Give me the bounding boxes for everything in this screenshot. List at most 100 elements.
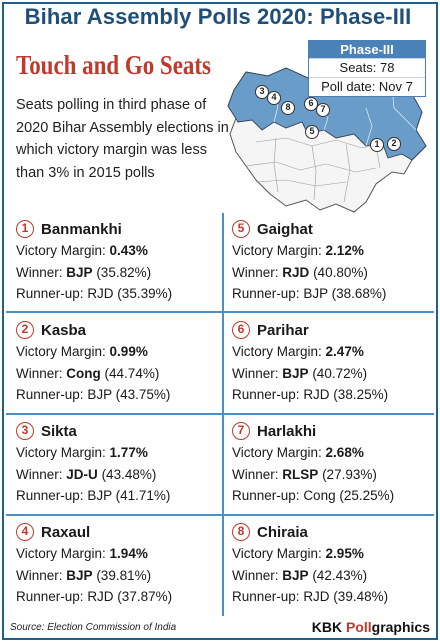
- map-marker-1: 1: [370, 138, 384, 152]
- seat-name: Harlakhi: [257, 422, 317, 440]
- winner-label: Winner:: [16, 466, 63, 482]
- runner-value: BJP (43.75%): [87, 387, 171, 402]
- brand-prefix: KBK: [311, 619, 346, 635]
- margin-label: Victory Margin:: [16, 243, 106, 258]
- margin-label: Victory Margin:: [16, 445, 106, 460]
- brand-logo: KBK Pollgraphics: [312, 619, 430, 635]
- runner-value: BJP (41.71%): [87, 488, 171, 503]
- seat-number: 1: [16, 220, 34, 238]
- winner-pct: (27.93%): [322, 466, 377, 482]
- margin-label: Victory Margin:: [232, 344, 322, 359]
- winner-label: Winner:: [16, 567, 63, 583]
- margin-value: 1.94%: [109, 546, 148, 561]
- winner-pct: (42.43%): [312, 567, 368, 583]
- map-marker-5: 5: [305, 125, 319, 139]
- phase-heading: Phase-III: [309, 41, 425, 58]
- runner-label: Runner-up:: [232, 387, 300, 402]
- winner-party: JD-U: [66, 466, 98, 482]
- seat-card: 2 Kasba Victory Margin: 0.99% Winner: Con…: [16, 319, 230, 406]
- margin-value: 1.77%: [109, 445, 148, 460]
- winner-pct: (43.48%): [101, 466, 157, 482]
- map-marker-7: 7: [316, 103, 330, 117]
- seat-name: Sikta: [41, 422, 77, 440]
- winner-party: BJP: [282, 365, 309, 381]
- winner-label: Winner:: [16, 264, 63, 280]
- phase-info-box: Phase-III Seats: 78 Poll date: Nov 7: [308, 40, 426, 97]
- winner-label: Winner:: [16, 365, 63, 381]
- seat-name: Gaighat: [257, 220, 313, 238]
- seat-card: 7 Harlakhi Victory Margin: 2.68% Winner: …: [232, 420, 440, 507]
- winner-party: BJP: [66, 264, 93, 280]
- runner-value: RJD (38.25%): [303, 387, 389, 402]
- margin-value: 2.47%: [325, 344, 364, 359]
- page-subtitle: Touch and Go Seats: [16, 50, 211, 80]
- seat-name: Chiraia: [257, 523, 308, 541]
- map-district-lines: [245, 137, 387, 203]
- margin-value: 2.95%: [325, 546, 364, 561]
- grid-divider-horizontal: [6, 514, 434, 516]
- grid-divider-horizontal: [6, 413, 434, 415]
- runner-value: Cong (25.25%): [303, 488, 395, 503]
- seat-number: 5: [232, 220, 250, 238]
- winner-label: Winner:: [232, 264, 279, 280]
- margin-value: 2.68%: [325, 445, 364, 460]
- winner-label: Winner:: [232, 466, 279, 482]
- runner-label: Runner-up:: [232, 488, 300, 503]
- winner-label: Winner:: [232, 567, 279, 583]
- margin-value: 0.99%: [109, 344, 148, 359]
- winner-pct: (40.80%): [313, 264, 368, 280]
- seat-card: 3 Sikta Victory Margin: 1.77% Winner: JD-…: [16, 420, 230, 507]
- seat-number: 2: [16, 321, 34, 339]
- seat-number: 4: [16, 523, 34, 541]
- seat-name: Raxaul: [41, 523, 91, 541]
- margin-label: Victory Margin:: [16, 344, 106, 359]
- runner-label: Runner-up:: [16, 387, 84, 402]
- phase-poll-date: Poll date: Nov 7: [309, 77, 425, 96]
- seat-name: Kasba: [41, 321, 87, 339]
- page-title: Bihar Assembly Polls 2020: Phase-III: [24, 4, 412, 29]
- footer: Source: Election Commission of India KBK…: [2, 616, 438, 640]
- seat-number: 6: [232, 321, 250, 339]
- seat-name: Banmankhi: [41, 220, 122, 238]
- map-inner-line: [365, 107, 373, 147]
- margin-label: Victory Margin:: [232, 546, 322, 561]
- map-marker-2: 2: [387, 137, 401, 151]
- winner-label: Winner:: [232, 365, 279, 381]
- winner-party: RLSP: [282, 466, 319, 482]
- map-marker-6: 6: [304, 97, 318, 111]
- phase-seats: Seats: 78: [309, 58, 425, 77]
- runner-value: RJD (37.87%): [87, 589, 173, 604]
- runner-label: Runner-up:: [232, 286, 300, 301]
- winner-party: BJP: [66, 567, 93, 583]
- margin-label: Victory Margin:: [16, 546, 106, 561]
- seat-number: 8: [232, 523, 250, 541]
- runner-value: RJD (35.39%): [87, 286, 173, 301]
- winner-party: RJD: [282, 264, 310, 280]
- map-marker-8: 8: [281, 101, 295, 115]
- margin-label: Victory Margin:: [232, 445, 322, 460]
- seat-number: 7: [232, 422, 250, 440]
- margin-label: Victory Margin:: [232, 243, 322, 258]
- margin-value: 0.43%: [109, 243, 148, 258]
- winner-pct: (35.82%): [96, 264, 152, 280]
- seat-card: 1 Banmankhi Victory Margin: 0.43% Winner:…: [16, 218, 230, 305]
- source-note: Source: Election Commission of India: [10, 622, 177, 633]
- margin-value: 2.12%: [325, 243, 364, 258]
- winner-pct: (40.72%): [312, 365, 368, 381]
- seat-card: 5 Gaighat Victory Margin: 2.12% Winner: R…: [232, 218, 440, 305]
- runner-label: Runner-up:: [16, 589, 84, 604]
- seat-number: 3: [16, 422, 34, 440]
- runner-label: Runner-up:: [16, 488, 84, 503]
- winner-pct: (39.81%): [96, 567, 152, 583]
- runner-value: BJP (38.68%): [303, 286, 387, 301]
- seat-name: Parihar: [257, 321, 309, 339]
- seat-card: 8 Chiraia Victory Margin: 2.95% Winner: B…: [232, 521, 440, 608]
- brand-suffix: graphics: [371, 619, 430, 635]
- seat-card: 4 Raxaul Victory Margin: 1.94% Winner: BJ…: [16, 521, 230, 608]
- runner-label: Runner-up:: [16, 286, 84, 301]
- runner-label: Runner-up:: [232, 589, 300, 604]
- grid-divider-horizontal: [6, 311, 434, 313]
- brand-poll: Poll: [345, 619, 372, 635]
- winner-party: BJP: [282, 567, 309, 583]
- grid-divider-vertical: [222, 213, 224, 616]
